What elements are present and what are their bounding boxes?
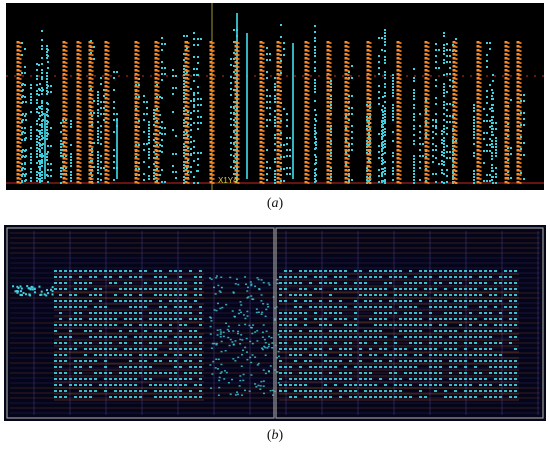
placement-canvas-a: X1Y4 (6, 3, 544, 190)
caption-a: (a) (266, 196, 284, 211)
caption-b: (b) (266, 428, 284, 443)
cell-columns-orange (16, 41, 522, 184)
routing-background (10, 231, 540, 415)
device-layout-view-b (4, 225, 546, 421)
placed-cells-cyan (21, 13, 525, 184)
placement-view-a: X1Y4 (6, 3, 544, 190)
placed-cells-cyan (12, 270, 519, 401)
clock-region-label: X1Y4 (218, 176, 238, 185)
device-canvas-b (6, 227, 544, 419)
device-frame (6, 227, 544, 419)
